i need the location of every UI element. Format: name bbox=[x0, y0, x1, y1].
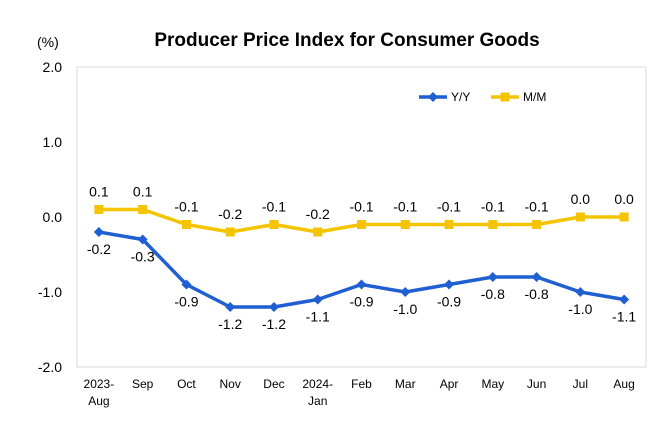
legend-label: Y/Y bbox=[451, 90, 470, 104]
data-point bbox=[400, 220, 410, 229]
data-point bbox=[137, 234, 148, 245]
data-point bbox=[532, 220, 542, 229]
data-label: -0.8 bbox=[481, 286, 505, 302]
data-label: -0.2 bbox=[87, 241, 111, 257]
data-label: -0.3 bbox=[131, 249, 155, 265]
data-point bbox=[313, 227, 323, 237]
x-tick-label: Sep bbox=[132, 377, 154, 391]
legend-marker bbox=[500, 92, 510, 102]
data-label: -1.2 bbox=[262, 316, 286, 332]
data-point bbox=[619, 294, 630, 305]
data-point bbox=[444, 220, 454, 229]
data-label: -0.1 bbox=[437, 199, 461, 215]
x-tick-label: Aug bbox=[88, 394, 109, 408]
data-point bbox=[444, 279, 455, 290]
series-yy: -0.2 -0.3 -0.9 -1.2 -1.2 -1.1 -0.9 -1.0 -0.9 -0.8… bbox=[87, 227, 636, 332]
series-mm: 0.1 0.1 -0.1 -0.2 -0.1 -0.2 -0.1 -0.1 -0.1 -0.1 -0… bbox=[89, 184, 634, 237]
y-tick-label: 1.0 bbox=[43, 134, 63, 150]
x-tick-label: 2024- bbox=[302, 377, 333, 391]
data-label: -0.9 bbox=[174, 294, 198, 310]
data-label: -0.9 bbox=[349, 294, 373, 310]
data-point bbox=[357, 220, 366, 229]
x-tick-label: Jul bbox=[573, 377, 588, 391]
data-label: -1.1 bbox=[612, 309, 636, 325]
y-axis: 2.0 1.0 0.0 -1.0 -2.0 bbox=[38, 59, 62, 375]
legend-label: M/M bbox=[523, 90, 546, 104]
legend-marker bbox=[428, 92, 438, 102]
y-tick-label: 0.0 bbox=[43, 209, 63, 225]
data-label: -0.1 bbox=[525, 199, 549, 215]
data-label: -0.1 bbox=[481, 199, 505, 215]
data-point bbox=[181, 220, 191, 229]
data-point bbox=[575, 212, 585, 222]
data-label: -0.1 bbox=[349, 199, 373, 215]
data-label: 0.1 bbox=[89, 184, 109, 200]
data-point bbox=[94, 205, 104, 214]
data-point bbox=[619, 212, 629, 222]
data-point bbox=[575, 287, 586, 297]
data-point bbox=[268, 302, 279, 312]
x-axis: 2023- Aug Sep Oct Nov Dec 2024- Jan Feb Mar Apr May… bbox=[84, 377, 635, 408]
data-point bbox=[400, 287, 411, 297]
data-label: -0.1 bbox=[393, 199, 417, 215]
data-label: -0.1 bbox=[262, 199, 286, 215]
y-tick-label: -2.0 bbox=[38, 359, 62, 375]
x-tick-label: Jan bbox=[308, 394, 327, 408]
data-point bbox=[356, 279, 367, 290]
x-tick-label: Mar bbox=[395, 377, 416, 391]
data-point bbox=[312, 294, 323, 305]
x-tick-label: Oct bbox=[177, 377, 196, 391]
x-tick-label: Apr bbox=[440, 377, 459, 391]
x-tick-label: 2023- bbox=[84, 377, 115, 391]
data-label: -1.0 bbox=[393, 301, 417, 317]
data-label: -0.2 bbox=[306, 206, 330, 222]
data-label: -1.1 bbox=[306, 309, 330, 325]
data-point bbox=[181, 279, 192, 290]
plot-area bbox=[76, 66, 647, 368]
data-point bbox=[93, 227, 104, 237]
x-tick-label: Aug bbox=[613, 377, 634, 391]
data-point bbox=[138, 205, 148, 214]
data-point bbox=[531, 272, 542, 282]
data-label: -1.0 bbox=[568, 301, 592, 317]
data-label: -0.1 bbox=[174, 199, 198, 215]
data-label: 0.0 bbox=[571, 191, 591, 207]
x-tick-label: Feb bbox=[351, 377, 372, 391]
x-tick-label: May bbox=[481, 377, 504, 391]
data-point bbox=[488, 220, 498, 229]
data-point bbox=[269, 220, 279, 229]
y-tick-label: 2.0 bbox=[43, 59, 63, 75]
data-label: 0.1 bbox=[133, 184, 153, 200]
legend: Y/Y M/M bbox=[419, 90, 546, 104]
data-label: -0.8 bbox=[525, 286, 549, 302]
data-point bbox=[487, 272, 498, 282]
x-tick-label: Nov bbox=[220, 377, 241, 391]
y-axis-unit: (%) bbox=[37, 34, 59, 50]
data-label: -1.2 bbox=[218, 316, 242, 332]
data-label: -0.2 bbox=[218, 206, 242, 222]
data-label: -0.9 bbox=[437, 294, 461, 310]
series-layer: -0.2 -0.3 -0.9 -1.2 -1.2 -1.1 -0.9 -1.0 -0.9 -0.8… bbox=[87, 184, 637, 333]
y-tick-label: -1.0 bbox=[38, 284, 62, 300]
x-tick-label: Dec bbox=[263, 377, 284, 391]
data-point bbox=[225, 302, 236, 312]
x-tick-label: Jun bbox=[527, 377, 546, 391]
data-label: 0.0 bbox=[614, 191, 634, 207]
chart-title: Producer Price Index for Consumer Goods bbox=[154, 30, 539, 51]
data-point bbox=[225, 227, 235, 237]
